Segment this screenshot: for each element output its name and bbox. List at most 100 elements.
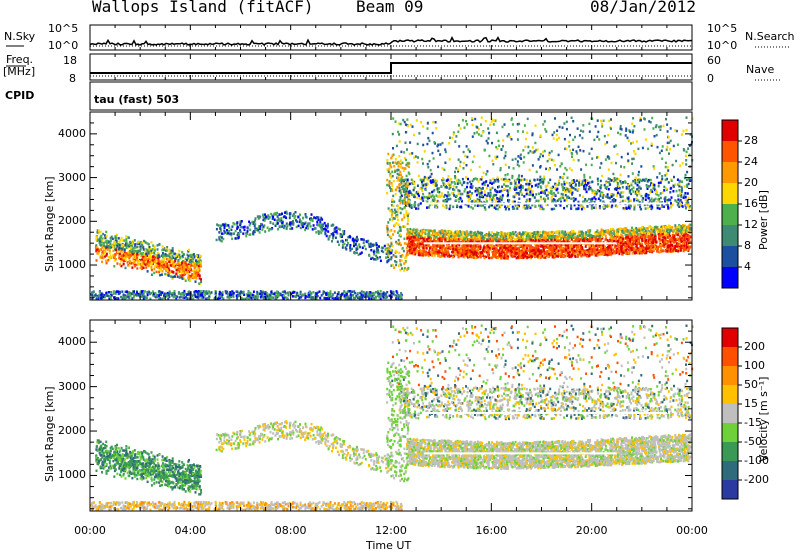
power-cell bbox=[199, 259, 202, 262]
power-cell bbox=[274, 224, 277, 227]
power-cell bbox=[572, 232, 575, 235]
power-cell bbox=[689, 223, 692, 227]
power-cell bbox=[125, 243, 128, 247]
power-cell bbox=[667, 235, 670, 239]
power-cell bbox=[139, 245, 142, 248]
power-cell bbox=[328, 235, 331, 238]
power-cell bbox=[475, 233, 478, 236]
power-cell bbox=[177, 260, 180, 263]
power-cell bbox=[233, 222, 236, 226]
power-cell bbox=[197, 290, 200, 293]
power-cell bbox=[354, 296, 357, 300]
power-cell bbox=[671, 239, 674, 242]
power-cell bbox=[452, 250, 455, 253]
power-cell bbox=[97, 229, 100, 232]
power-cell bbox=[331, 232, 334, 235]
power-cell bbox=[315, 297, 318, 300]
power-cell bbox=[106, 242, 109, 245]
power-cell bbox=[629, 240, 632, 244]
power-cell bbox=[433, 254, 436, 257]
power-cell bbox=[115, 239, 118, 243]
power-cell bbox=[195, 262, 198, 265]
power-cell bbox=[544, 246, 547, 250]
power-cell bbox=[112, 249, 115, 253]
power-cell bbox=[544, 237, 547, 240]
power-cell bbox=[320, 231, 323, 235]
power-cell bbox=[484, 249, 487, 252]
power-cell bbox=[175, 272, 178, 275]
power-cell bbox=[349, 244, 352, 247]
power-cell bbox=[208, 297, 211, 300]
power-cell bbox=[153, 252, 156, 255]
power-cell bbox=[204, 294, 207, 297]
power-cell bbox=[120, 264, 123, 268]
power-cell bbox=[101, 237, 104, 241]
power-cell bbox=[154, 254, 157, 257]
power-cell bbox=[538, 231, 540, 235]
power-cell bbox=[249, 222, 252, 225]
power-cell bbox=[616, 245, 619, 248]
power-cell bbox=[150, 241, 153, 244]
power-cell bbox=[115, 248, 118, 252]
power-cell bbox=[181, 269, 184, 273]
power-cell bbox=[342, 230, 345, 233]
power-cell bbox=[191, 273, 194, 276]
power-cell bbox=[126, 261, 129, 264]
power-cell bbox=[328, 292, 330, 295]
power-cell bbox=[114, 236, 117, 239]
power-cell bbox=[567, 233, 570, 237]
power-cell bbox=[159, 273, 162, 277]
power-cell bbox=[331, 240, 333, 243]
power-cell bbox=[338, 243, 340, 246]
power-cell bbox=[467, 249, 470, 253]
power-cell bbox=[515, 256, 518, 260]
power-cell bbox=[197, 273, 200, 276]
power-cell bbox=[140, 262, 143, 266]
power-cell bbox=[128, 243, 131, 247]
power-cell bbox=[256, 297, 259, 300]
power-cell bbox=[105, 291, 108, 295]
power-cell bbox=[158, 290, 161, 293]
power-cell bbox=[622, 250, 624, 253]
power-cell bbox=[288, 291, 291, 294]
power-cell bbox=[618, 238, 620, 241]
power-cell bbox=[553, 249, 556, 253]
power-cell bbox=[231, 237, 234, 241]
power-cell bbox=[671, 243, 674, 247]
power-cell bbox=[112, 254, 115, 257]
power-cell bbox=[100, 293, 103, 297]
power-cell bbox=[227, 224, 230, 227]
power-cell bbox=[568, 232, 571, 235]
power-cell bbox=[120, 251, 123, 254]
power-cell bbox=[237, 294, 240, 297]
power-cell bbox=[197, 254, 200, 257]
power-cell bbox=[264, 292, 266, 296]
power-cell bbox=[144, 258, 147, 262]
power-cell bbox=[464, 250, 467, 254]
power-cell bbox=[156, 266, 159, 269]
power-cell bbox=[188, 260, 191, 264]
power-cell bbox=[687, 239, 689, 243]
power-cell bbox=[146, 249, 149, 252]
power-cell bbox=[160, 269, 163, 272]
power-cell bbox=[356, 292, 359, 295]
power-cell bbox=[127, 236, 130, 239]
power-cell bbox=[342, 240, 345, 244]
power-cell bbox=[117, 252, 119, 255]
power-cell bbox=[604, 238, 607, 241]
power-cell bbox=[319, 221, 322, 224]
power-cell bbox=[169, 251, 172, 254]
power-cell bbox=[320, 216, 323, 220]
power-cell bbox=[675, 249, 678, 252]
power-cell bbox=[665, 234, 668, 237]
power-cell bbox=[132, 240, 134, 243]
power-cell bbox=[99, 248, 102, 251]
power-cell bbox=[337, 297, 340, 300]
power-cell bbox=[119, 257, 122, 261]
power-cell bbox=[354, 239, 357, 242]
power-cell bbox=[271, 292, 274, 296]
power-cell bbox=[186, 297, 189, 300]
power-cell bbox=[605, 248, 608, 251]
power-cell bbox=[507, 238, 510, 242]
power-cell bbox=[158, 255, 161, 258]
